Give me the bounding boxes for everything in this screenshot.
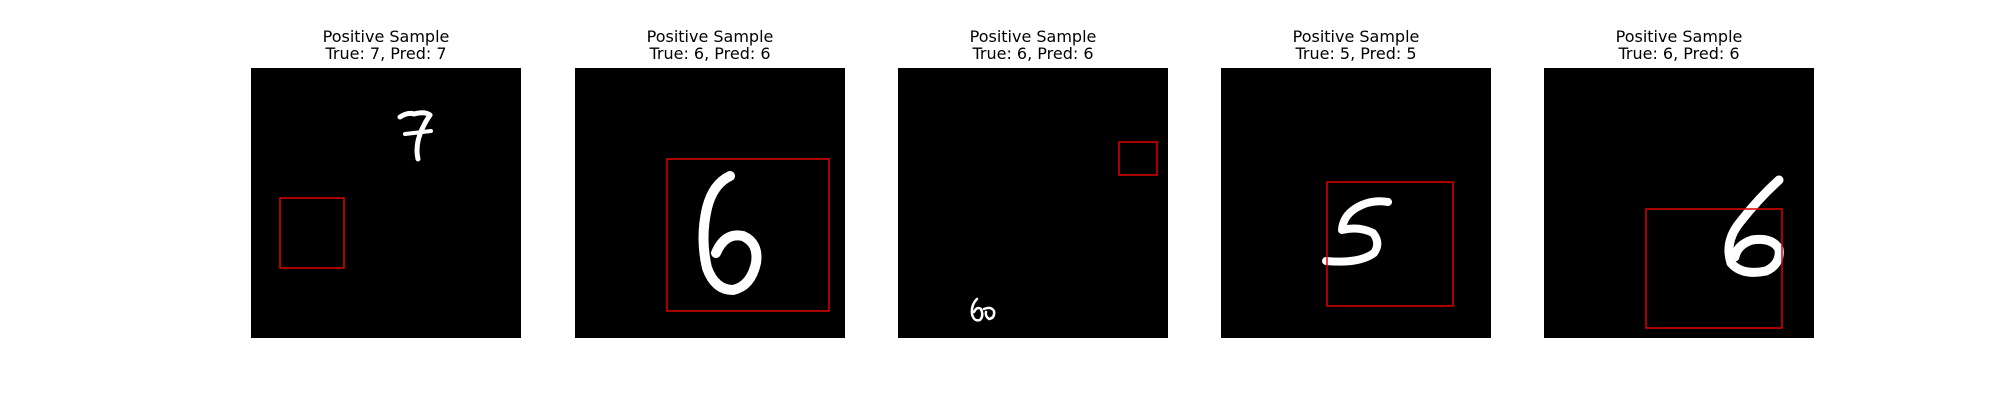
digit-image [898,68,1168,338]
digit-image [1544,68,1814,338]
panel-heading: Positive Sample [646,27,774,46]
panel-heading: Positive Sample [1615,27,1743,46]
panel-title: Positive Sample True: 6, Pred: 6 [1544,28,1814,62]
prediction-box [1326,181,1454,307]
panel-title: Positive Sample True: 6, Pred: 6 [898,28,1168,62]
handwritten-digit [1724,175,1784,277]
digit-image [1221,68,1491,338]
digit-canvas [666,158,830,312]
handwritten-digit [1322,197,1392,266]
prediction-box [1118,141,1158,176]
prediction-box [279,197,345,269]
digit-canvas [1645,175,1784,329]
handwritten-digit [397,110,433,162]
prediction-box [666,158,830,312]
panel-heading: Positive Sample [969,27,1097,46]
panel-heading: Positive Sample [322,27,450,46]
panel-title: Positive Sample True: 7, Pred: 7 [251,28,521,62]
panel-label: True: 6, Pred: 6 [649,44,771,63]
digit-canvas [279,110,433,269]
handwritten-digit [698,171,762,295]
panel-label: True: 6, Pred: 6 [972,44,1094,63]
digit-image [251,68,521,338]
panel-label: True: 5, Pred: 5 [1295,44,1417,63]
panel-title: Positive Sample True: 6, Pred: 6 [575,28,845,62]
panel-label: True: 7, Pred: 7 [325,44,447,63]
panel-label: True: 6, Pred: 6 [1618,44,1740,63]
prediction-box [1645,208,1783,329]
digit-canvas [1322,181,1454,307]
panel-title: Positive Sample True: 5, Pred: 5 [1221,28,1491,62]
digit-canvas [970,141,1158,322]
digit-image [575,68,845,338]
handwritten-digit [970,297,996,322]
panel-heading: Positive Sample [1292,27,1420,46]
